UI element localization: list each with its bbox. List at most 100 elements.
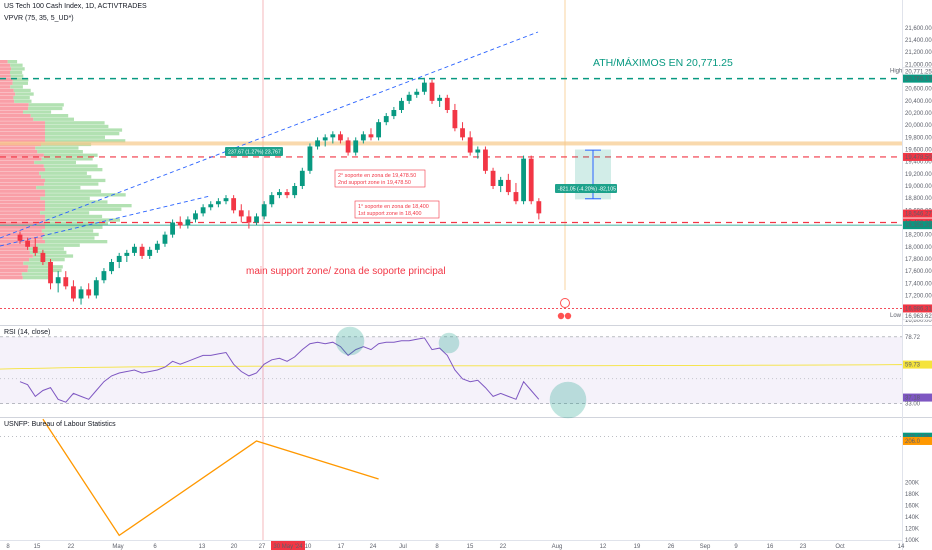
rsi-band — [0, 336, 902, 404]
vpvr-down-bar — [0, 247, 29, 251]
vpvr-down-bar — [0, 74, 11, 78]
vpvr-up-bar — [28, 103, 64, 107]
candle-body — [315, 140, 320, 147]
main-support-label: main support zone/ zona de soporte princ… — [246, 266, 446, 277]
vpvr-down-bar — [0, 106, 29, 111]
vpvr-up-bar — [33, 117, 74, 121]
time-tick-label: 9 — [734, 544, 738, 550]
vpvr-down-bar — [0, 207, 45, 211]
candle-body — [414, 91, 420, 95]
candle-body — [261, 204, 267, 217]
candle-body — [78, 289, 84, 299]
vpvr-up-bar — [21, 272, 49, 276]
price-level-tag — [903, 221, 932, 230]
time-tick-label: Sep — [700, 544, 711, 550]
candle-body — [536, 201, 542, 214]
candle-body — [376, 122, 382, 138]
time-tick-label: 6 — [153, 544, 157, 550]
vpvr-down-bar — [0, 78, 13, 82]
vpvr-up-bar — [34, 160, 76, 165]
vpvr-up-bar — [44, 182, 99, 186]
vpvr-up-bar — [45, 128, 123, 132]
candle-body — [93, 280, 99, 296]
rsi-line — [19, 337, 540, 403]
poc-band — [0, 141, 902, 146]
vpvr-down-bar — [0, 265, 29, 269]
nfp-tick-label: 160K — [905, 503, 919, 509]
time-tick-label: 16 — [767, 544, 774, 550]
vpvr-up-bar — [40, 211, 90, 215]
vpvr-down-bar — [0, 214, 45, 219]
vpvr-up-bar — [41, 175, 92, 179]
symbol-title: US Tech 100 Cash Index, 1D, ACTIVTRADES — [4, 3, 147, 10]
vpvr-down-bar — [0, 63, 11, 67]
price-level-tag — [903, 304, 932, 313]
candle-body — [25, 240, 31, 247]
vpvr-up-bar — [45, 139, 126, 143]
vpvr-up-bar — [45, 189, 102, 193]
vpvr-down-bar — [0, 70, 10, 75]
price-tick-label: 18,800.00 — [905, 196, 932, 202]
price-pane: -821.05 (-4.20%) -82,105 237.67 (1.27%) 2… — [0, 26, 932, 324]
nfp-line — [42, 418, 379, 537]
candle-body — [444, 97, 450, 110]
measure-down-label: -821.05 (-4.20%) -82,105 — [558, 187, 616, 193]
vpvr-up-bar — [29, 250, 67, 255]
high-value: 20,771.25 — [905, 70, 932, 76]
candle-body — [193, 213, 198, 220]
vpvr-down-bar — [0, 200, 45, 204]
candle-body — [48, 262, 53, 284]
vpvr-up-bar — [12, 78, 29, 82]
vpvr-down-bar — [0, 157, 42, 161]
rsi-value-tag — [903, 360, 932, 369]
vpvr-up-bar — [45, 222, 108, 226]
candle-body — [330, 134, 336, 138]
price-level-tag — [903, 152, 932, 161]
nfp-tick-label: 100K — [905, 538, 919, 544]
price-tick-label: 19,800.00 — [905, 135, 932, 141]
vpvr-down-bar — [0, 229, 42, 233]
time-tick-highlight: 30 May '24 — [273, 544, 303, 550]
vpvr-up-bar — [45, 132, 120, 136]
price-tick-label: 19,200.00 — [905, 172, 932, 178]
vpvr-down-bar — [0, 128, 45, 132]
vpvr-down-bar — [0, 232, 45, 237]
nfp-indicator-label[interactable]: USNFP: Bureau of Labour Statistics — [4, 421, 116, 428]
time-tick-label: Jul — [399, 544, 407, 550]
volume-profile — [0, 60, 132, 280]
candle-body — [345, 140, 351, 153]
candle-body — [246, 216, 252, 223]
time-tick-label: May — [112, 544, 123, 550]
time-tick-label: 14 — [898, 544, 905, 550]
price-tick-label: 16,800.00 — [905, 318, 932, 324]
price-tick-label: 20,400.00 — [905, 99, 932, 105]
candle-body — [162, 234, 168, 244]
low-label: Low — [890, 313, 902, 319]
price-tick-label: 21,000.00 — [905, 62, 932, 68]
candle-body — [215, 201, 221, 205]
candle-body — [421, 82, 427, 92]
price-tick-label: 20,200.00 — [905, 111, 932, 117]
time-tick-label: 22 — [68, 544, 75, 550]
rsi-indicator-label[interactable]: RSI (14, close) — [4, 329, 51, 336]
candle-body — [55, 277, 61, 284]
candle-body — [101, 271, 107, 281]
vpvr-up-bar — [22, 276, 51, 280]
candle-body — [391, 110, 397, 117]
overbought-circle — [438, 332, 460, 354]
price-tick-label: 20,600.00 — [905, 87, 932, 93]
candle-body — [109, 262, 114, 272]
vpvr-down-bar — [0, 150, 38, 154]
vpvr-up-bar — [40, 196, 90, 201]
vpvr-down-bar — [0, 153, 44, 157]
vpvr-up-bar — [45, 218, 120, 222]
vpvr-down-bar — [0, 67, 12, 71]
support-1-note-box — [354, 200, 440, 219]
candle-body — [139, 246, 145, 256]
time-tick-label: 15 — [467, 544, 474, 550]
candle-body — [299, 170, 305, 186]
candle-body — [63, 277, 69, 287]
vpvr-indicator-label[interactable]: VPVR (75, 35, 5_UD*) — [4, 15, 74, 22]
